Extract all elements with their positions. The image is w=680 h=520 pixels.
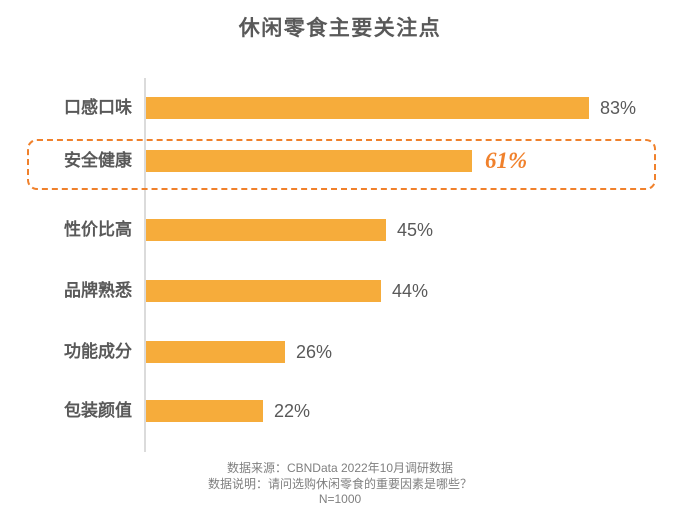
category-label: 包装颜值 xyxy=(64,401,132,420)
value-label: 45% xyxy=(397,220,434,240)
sample-size-note: N=1000 xyxy=(318,492,362,506)
bar-row: 口感口味 83% xyxy=(0,97,680,119)
bar-row: 性价比高 45% xyxy=(0,219,680,241)
chart-title: 休闲零食主要关注点 xyxy=(238,17,442,40)
value-label: 83% xyxy=(600,98,637,118)
bar-row: 品牌熟悉 44% xyxy=(0,280,680,302)
value-label: 22% xyxy=(274,401,311,421)
bar xyxy=(146,400,263,422)
bar xyxy=(146,280,381,302)
bar-row: 功能成分 26% xyxy=(0,341,680,363)
category-label: 功能成分 xyxy=(64,342,132,361)
category-label: 品牌熟悉 xyxy=(64,281,132,300)
bar-row: 安全健康 61% xyxy=(0,148,680,173)
bar xyxy=(146,341,285,363)
bar-row: 包装颜值 22% xyxy=(0,400,680,422)
category-label: 性价比高 xyxy=(64,220,132,239)
value-label: 44% xyxy=(392,281,429,301)
data-source-note: 数据来源：CBNData 2022年10月调研数据 xyxy=(226,461,454,475)
bar xyxy=(146,150,472,172)
data-description-note: 数据说明：请问选购休闲零食的重要因素是哪些？ xyxy=(207,476,472,491)
value-label: 26% xyxy=(296,342,333,362)
category-label: 口感口味 xyxy=(64,98,132,117)
bar xyxy=(146,97,589,119)
y-axis-line xyxy=(144,78,146,452)
category-label: 安全健康 xyxy=(64,151,132,170)
bar xyxy=(146,219,386,241)
highlight-dashed-box xyxy=(27,139,656,190)
footer-notes: 数据来源：CBNData 2022年10月调研数据 数据说明：请问选购休闲零食的… xyxy=(0,461,680,508)
value-label: 61% xyxy=(485,148,528,173)
